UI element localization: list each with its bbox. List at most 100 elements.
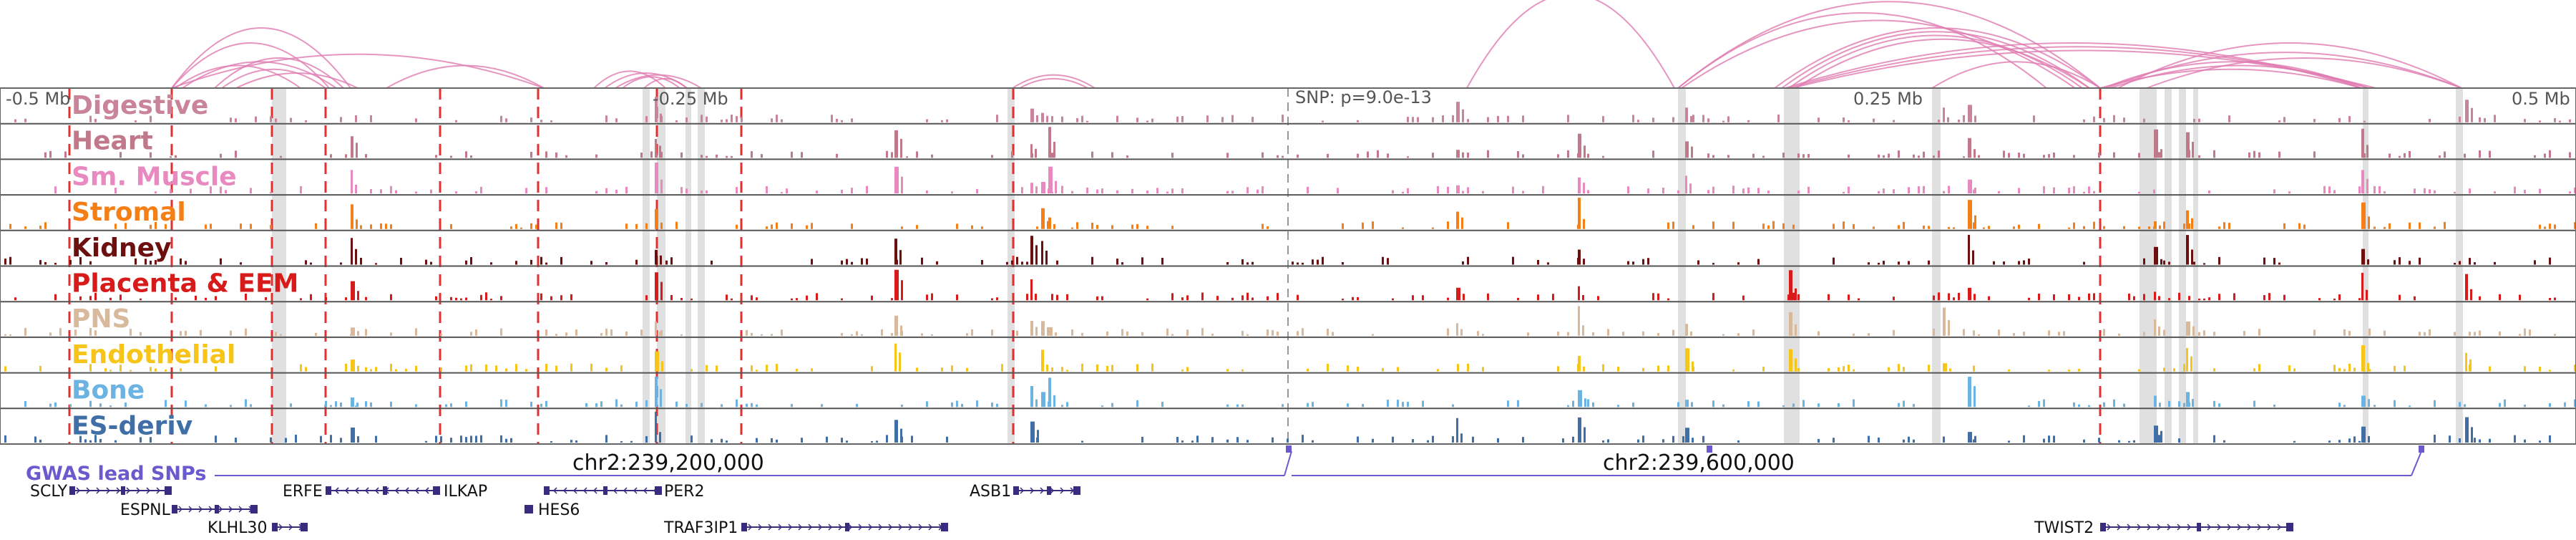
strand-arrow — [633, 487, 638, 494]
strand-arrow — [2187, 524, 2192, 531]
strand-arrow — [808, 524, 813, 531]
track-signal — [54, 163, 2576, 194]
strand-arrow — [218, 506, 223, 513]
track-label: Bone — [72, 376, 145, 405]
coordinate-right: chr2:239,600,000 — [1603, 450, 1795, 476]
gene-exon — [272, 523, 278, 531]
strand-arrow — [2237, 524, 2242, 531]
strand-arrow — [798, 524, 803, 531]
strand-arrow — [888, 524, 893, 531]
gene-exon — [1013, 486, 1019, 495]
strand-arrow — [228, 506, 233, 513]
gene-exon — [215, 505, 219, 514]
strand-arrow — [2177, 524, 2182, 531]
strand-arrow — [136, 487, 141, 494]
strand-arrow — [1050, 487, 1055, 494]
strand-arrow — [928, 524, 933, 531]
strand-arrow — [828, 524, 833, 531]
gene-exon — [172, 505, 177, 514]
gene-exon — [250, 505, 258, 514]
strand-arrow — [592, 487, 597, 494]
track-label: Kidney — [72, 233, 172, 263]
strand-arrow — [146, 487, 151, 494]
axis-label-mid-right: 0.25 Mb — [1853, 89, 1923, 109]
track-label: PNS — [72, 304, 130, 334]
strand-arrow — [552, 487, 557, 494]
track-label: ES-deriv — [72, 411, 192, 440]
gene-exon — [544, 486, 550, 495]
strand-arrow — [394, 487, 399, 494]
track-label: Stromal — [72, 198, 186, 227]
gwas-baseline — [2411, 450, 2422, 476]
chromatin-loops — [171, 0, 2462, 89]
gene-exon — [741, 523, 747, 531]
strand-arrow — [2107, 524, 2112, 531]
strand-arrow — [643, 487, 648, 494]
track-labels: Digestive Heart Sm. Muscle Stromal Kidney Pla… — [72, 91, 298, 440]
gwas-label: GWAS lead SNPs — [26, 463, 206, 485]
gene-annotation-track: SCLY ESPNL KLHL30 ERFE ILKAP HES6 PER2 TRAF3IP1… — [30, 483, 2293, 537]
strand-arrow — [2277, 524, 2282, 531]
strand-arrow — [2247, 524, 2252, 531]
strand-arrow — [1030, 487, 1035, 494]
strand-arrow — [2217, 524, 2222, 531]
gene-label: ILKAP — [444, 483, 487, 501]
strand-arrow — [898, 524, 903, 531]
gene-exon — [1073, 486, 1080, 495]
track-label: Endothelial — [72, 340, 235, 370]
strand-arrow — [868, 524, 873, 531]
chromatin-loop-arc — [1681, 19, 2076, 89]
strand-arrow — [623, 487, 628, 494]
strand-arrow — [818, 524, 823, 531]
gene-exon — [121, 486, 125, 495]
strand-arrow — [908, 524, 913, 531]
gene-label: ERFE — [283, 483, 323, 501]
strand-arrow — [424, 487, 429, 494]
track-label: Digestive — [72, 91, 208, 120]
strand-arrow — [288, 524, 293, 531]
strand-arrow — [2137, 524, 2142, 531]
strand-arrow — [208, 506, 213, 513]
gwas-track: GWAS lead SNPs — [26, 445, 2424, 485]
gene-exon — [433, 486, 440, 495]
strand-arrow — [126, 487, 131, 494]
chromatin-loop-arc — [2117, 42, 2462, 89]
chromatin-loop-arc — [1795, 38, 2090, 89]
gene-label: KLHL30 — [208, 519, 267, 537]
track-label: Placenta & EEM — [72, 269, 298, 299]
strand-arrow — [1040, 487, 1045, 494]
signal-tracks — [0, 97, 2576, 445]
chromatin-loop-arc — [175, 64, 301, 89]
chromatin-loop-arc — [2099, 68, 2362, 89]
strand-arrow — [582, 487, 587, 494]
strand-arrow — [2127, 524, 2132, 531]
strand-arrow — [106, 487, 111, 494]
axis-label-right: 0.5 Mb — [2512, 89, 2570, 109]
chromatin-loop-arc — [1466, 0, 1675, 89]
strand-arrow — [2257, 524, 2262, 531]
strand-arrow — [404, 487, 409, 494]
gene-exon — [1047, 486, 1051, 495]
tracks-frame — [0, 87, 2576, 445]
gene-label: PER2 — [664, 483, 704, 501]
gene-exon — [301, 523, 308, 531]
gene-exon — [845, 523, 849, 531]
strand-arrow — [788, 524, 793, 531]
strand-arrow — [858, 524, 863, 531]
strand-arrow — [86, 487, 91, 494]
strand-arrow — [354, 487, 359, 494]
track-signal — [4, 306, 2556, 336]
strand-arrow — [748, 524, 753, 531]
gene-label: ESPNL — [120, 501, 171, 519]
strand-arrow — [2117, 524, 2122, 531]
chromatin-loop-arc — [221, 68, 326, 89]
strand-arrow — [2267, 524, 2272, 531]
axis-label-mid-left: -0.25 Mb — [653, 89, 728, 109]
strand-arrow — [2227, 524, 2232, 531]
gene-exon — [2197, 523, 2201, 531]
strand-arrow — [848, 524, 853, 531]
chromatin-loop-arc — [171, 27, 351, 89]
strand-arrow — [198, 506, 203, 513]
strand-arrow — [918, 524, 923, 531]
